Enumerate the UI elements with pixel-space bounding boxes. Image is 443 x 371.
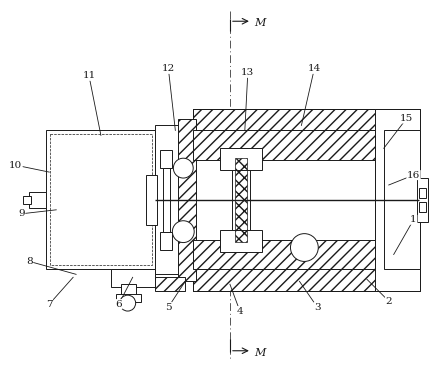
Bar [220,148,262,170]
Bar [51,134,152,265]
Text: 6: 6 [116,300,122,309]
Bar [111,269,155,287]
Bar [384,131,420,269]
Bar [220,230,262,252]
Bar [29,192,47,208]
Text: 4: 4 [237,306,243,316]
Bar [193,109,420,291]
Text: M: M [254,18,265,28]
Text: 16: 16 [407,171,420,180]
Bar [47,131,155,269]
Bar [419,188,427,198]
Bar [155,125,193,274]
Text: 12: 12 [162,65,175,73]
Circle shape [172,221,194,243]
Text: 7: 7 [46,300,53,309]
Bar [146,175,157,225]
Bar [116,294,140,302]
Bar [163,168,171,232]
Bar [375,109,420,291]
Text: 10: 10 [9,161,22,170]
Bar [160,232,172,250]
Text: 9: 9 [18,209,25,218]
Text: 13: 13 [241,68,254,77]
Bar [160,150,172,168]
Text: 8: 8 [26,257,33,266]
Circle shape [120,295,136,311]
Text: 14: 14 [308,65,321,73]
Bar [193,109,420,131]
Bar [121,284,136,298]
Bar [193,269,420,291]
Text: 11: 11 [82,71,96,81]
Bar [416,178,428,222]
Bar [235,158,247,242]
Bar [155,277,185,291]
Bar [193,240,375,269]
Text: 5: 5 [165,303,172,312]
Text: 1: 1 [410,215,417,224]
Bar [419,202,427,212]
Bar [23,196,31,204]
Bar [179,118,196,281]
Bar [232,148,250,252]
Bar [193,131,375,269]
Circle shape [173,158,193,178]
Text: 3: 3 [314,303,321,312]
Text: 2: 2 [385,297,392,306]
Circle shape [291,234,318,262]
Text: 15: 15 [400,114,413,123]
Bar [193,131,375,160]
Text: M: M [254,348,265,358]
